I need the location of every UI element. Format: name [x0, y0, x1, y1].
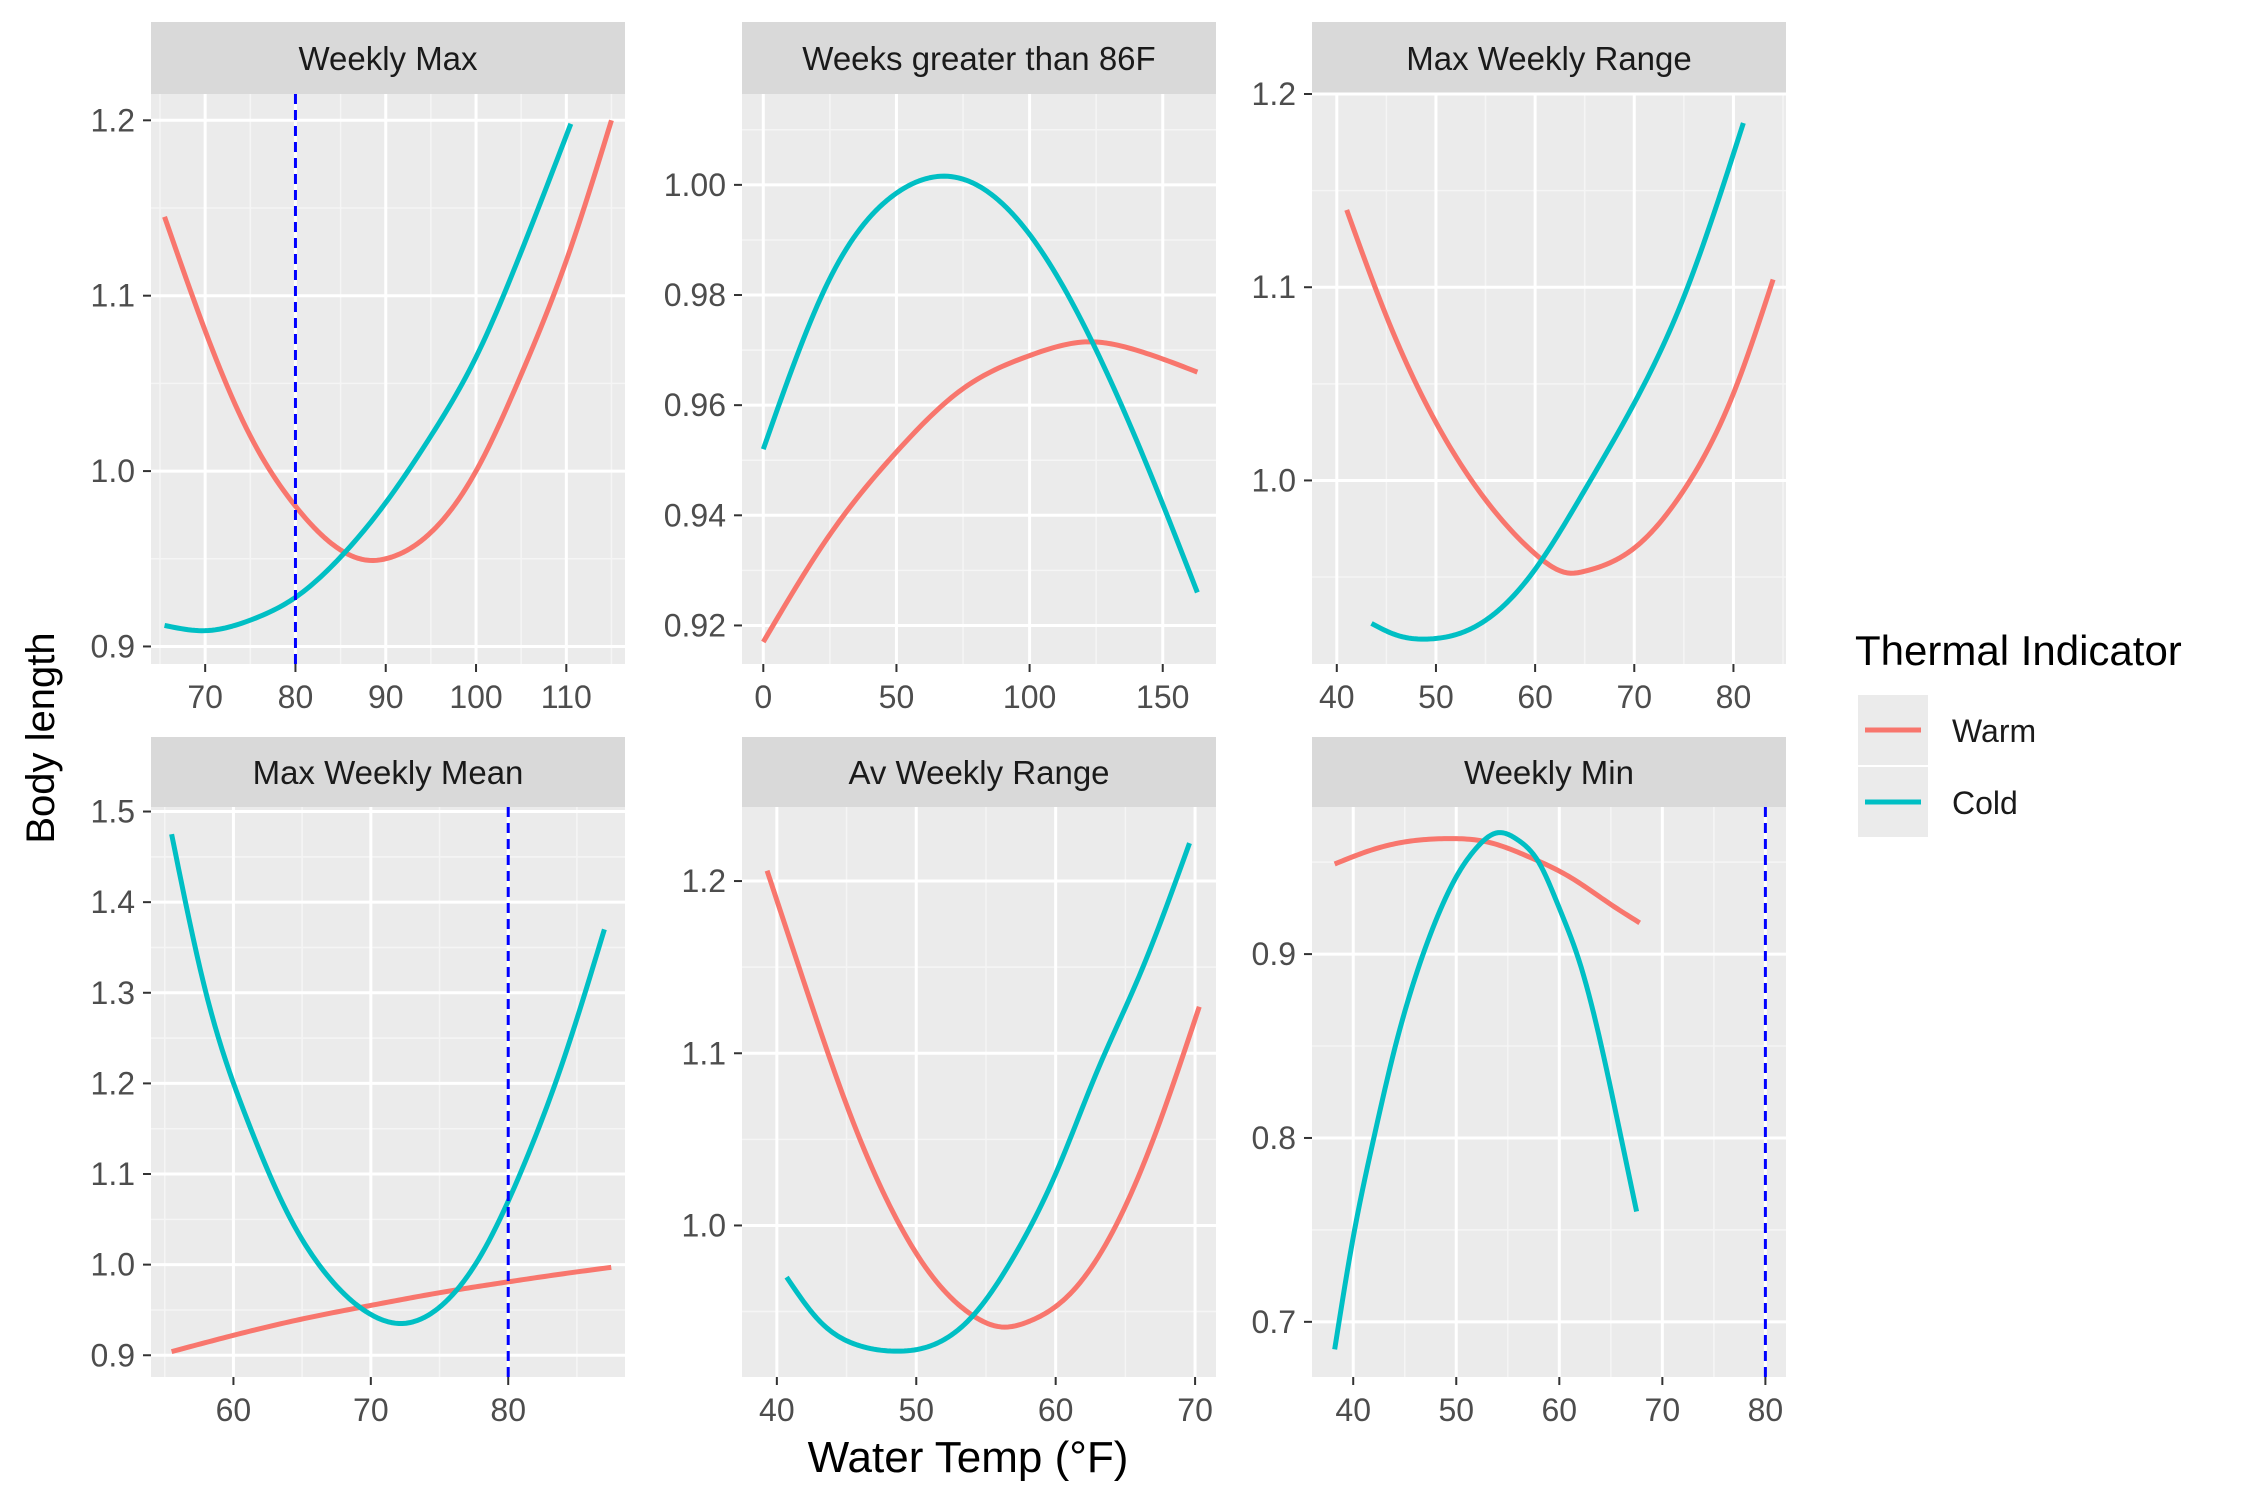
x-tick-label: 40 [1319, 679, 1355, 715]
series-line-warm [1344, 209, 1776, 576]
series-line-cold [164, 122, 574, 634]
series-line-cold [1332, 830, 1640, 1350]
x-tick-label: 50 [898, 1392, 934, 1428]
panel-strip [1312, 737, 1786, 807]
y-tick-label: 1.2 [1252, 76, 1296, 112]
x-tick-label: 90 [368, 679, 404, 715]
series-line-cold [760, 173, 1200, 594]
x-tick-label: 60 [1038, 1392, 1074, 1428]
panel-weekly-min: Weekly Min 40 50 60 70 80 0.7 0.8 0.9 [1252, 737, 1786, 1428]
legend: Thermal Indicator Warm Cold [1855, 627, 2182, 837]
x-tick-label: 150 [1136, 679, 1189, 715]
y-tick-label: 0.92 [664, 607, 726, 643]
y-tick-label: 1.1 [91, 1156, 135, 1192]
panel-title: Av Weekly Range [848, 754, 1109, 791]
x-tick-label: 100 [1003, 679, 1056, 715]
x-tick-label: 70 [1645, 1392, 1681, 1428]
x-tick-label: 50 [1418, 679, 1454, 715]
x-tick-label: 80 [490, 1392, 526, 1428]
x-tick-label: 100 [449, 679, 502, 715]
y-tick-label: 1.0 [1252, 462, 1296, 498]
y-tick-label: 0.96 [664, 387, 726, 423]
panel-weeks-greater-than-86f: Weeks greater than 86F 0 50 100 150 0.92 0.94 0… [664, 22, 1216, 715]
panel-title: Weeks greater than 86F [802, 40, 1155, 77]
y-tick-label: 0.7 [1252, 1304, 1296, 1340]
y-tick-label: 1.5 [91, 794, 135, 830]
panel-strip [151, 737, 625, 807]
y-tick-label: 1.4 [91, 884, 135, 920]
y-tick-label: 0.8 [1252, 1120, 1296, 1156]
y-tick-label: 1.1 [91, 278, 135, 314]
series-line-warm [1333, 836, 1642, 925]
panel-strip [151, 22, 625, 94]
y-tick-label: 1.3 [91, 975, 135, 1011]
panel-title: Max Weekly Range [1406, 40, 1692, 77]
panel-strip [742, 737, 1216, 807]
x-tick-label: 80 [278, 679, 314, 715]
y-tick-label: 0.98 [664, 277, 726, 313]
x-tick-label: 70 [353, 1392, 389, 1428]
y-tick-label: 1.2 [91, 1065, 135, 1101]
y-tick-label: 1.00 [664, 167, 726, 203]
y-tick-label: 0.94 [664, 497, 726, 533]
x-tick-label: 70 [187, 679, 223, 715]
x-tick-label: 50 [879, 679, 915, 715]
x-tick-label: 80 [1748, 1392, 1784, 1428]
y-tick-label: 1.0 [91, 453, 135, 489]
x-tick-label: 60 [1517, 679, 1553, 715]
x-tick-label: 60 [1542, 1392, 1578, 1428]
panel-max-weekly-mean: Max Weekly Mean 60 70 80 0.9 1.0 1.1 1.2 1.3 1.4 1… [91, 737, 625, 1428]
x-tick-label: 40 [1335, 1392, 1371, 1428]
y-tick-label: 1.0 [91, 1247, 135, 1283]
panel-background [742, 807, 1216, 1377]
panel-title: Max Weekly Mean [253, 754, 524, 791]
x-tick-label: 70 [1616, 679, 1652, 715]
y-tick-label: 0.9 [91, 628, 135, 664]
legend-item-cold: Cold [1858, 767, 2018, 837]
x-tick-label: 60 [216, 1392, 252, 1428]
x-tick-label: 110 [541, 679, 592, 715]
series-line-cold [169, 833, 607, 1326]
y-tick-label: 1.2 [91, 102, 135, 138]
y-tick-label: 1.2 [682, 863, 726, 899]
panel-strip [742, 22, 1216, 94]
panel-title: Weekly Max [298, 40, 478, 77]
series-line-cold [784, 842, 1192, 1354]
series-line-warm [170, 1264, 612, 1355]
panel-background [1312, 94, 1786, 664]
panel-av-weekly-range: Av Weekly Range 40 50 60 70 1.0 1.1 1.2 [682, 737, 1216, 1428]
panel-strip [1312, 22, 1786, 94]
series-line-cold [1370, 122, 1746, 642]
x-tick-label: 70 [1177, 1392, 1213, 1428]
legend-label-cold: Cold [1952, 785, 2018, 821]
y-axis-label: Body length [19, 632, 63, 843]
chart-panels: Weekly Max 70 80 90 100 110 0.9 1.0 1.1 1.2 Weeks … [91, 22, 1786, 1428]
y-tick-label: 1.0 [682, 1207, 726, 1243]
x-tick-label: 50 [1438, 1392, 1474, 1428]
series-line-warm [761, 339, 1199, 644]
legend-item-warm: Warm [1858, 695, 2036, 765]
y-tick-label: 0.9 [91, 1337, 135, 1373]
y-tick-label: 1.1 [1252, 269, 1296, 305]
y-tick-label: 1.1 [682, 1035, 726, 1071]
series-line-warm [764, 869, 1202, 1330]
y-tick-label: 0.9 [1252, 936, 1296, 972]
legend-title: Thermal Indicator [1855, 627, 2182, 674]
series-line-warm [162, 119, 614, 564]
x-tick-label: 0 [754, 679, 772, 715]
panel-max-weekly-range: Max Weekly Range 40 50 60 70 80 1.0 1.1 1.2 [1252, 22, 1786, 715]
panel-weekly-max: Weekly Max 70 80 90 100 110 0.9 1.0 1.1 1.2 [91, 22, 625, 715]
x-tick-label: 80 [1716, 679, 1752, 715]
legend-label-warm: Warm [1952, 713, 2036, 749]
panel-title: Weekly Min [1464, 754, 1634, 791]
x-tick-label: 40 [759, 1392, 795, 1428]
panel-background [1312, 807, 1786, 1377]
x-axis-label: Water Temp (°F) [808, 1433, 1129, 1482]
